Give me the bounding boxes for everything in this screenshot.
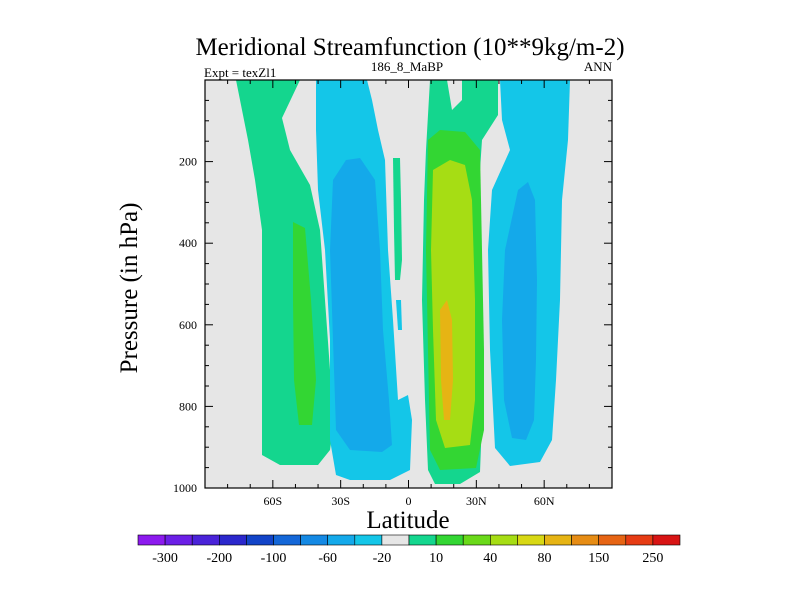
colorbar-swatch xyxy=(273,534,301,546)
colorbar-swatch xyxy=(598,534,627,546)
x-tick-label: 0 xyxy=(406,494,412,508)
contour-nh-ferrel-cell-core xyxy=(502,182,537,440)
colorbar-swatch xyxy=(300,534,329,546)
colorbar-swatch xyxy=(408,534,437,546)
colorbar-swatch xyxy=(191,534,220,546)
subtitle-center: 186_8_MaBP xyxy=(371,59,443,74)
colorbar-label: -200 xyxy=(206,551,232,566)
colorbar-label: 250 xyxy=(642,551,663,566)
x-tick-label: 60N xyxy=(534,494,555,508)
colorbar-label: 80 xyxy=(538,551,552,566)
colorbar-label: 10 xyxy=(429,551,443,566)
contour-field xyxy=(236,80,570,484)
colorbar-swatch xyxy=(354,534,383,546)
x-tick-label: 30N xyxy=(466,494,487,508)
y-tick-label: 200 xyxy=(179,155,197,169)
contour-eq-filament-2 xyxy=(396,300,402,330)
colorbar-swatch xyxy=(435,534,464,546)
contour-eq-filament xyxy=(393,158,402,280)
colorbar-swatch xyxy=(164,534,193,546)
chart-title: Meridional Streamfunction (10**9kg/m-2) xyxy=(195,34,624,61)
x-tick-label: 60S xyxy=(263,494,282,508)
colorbar-label: -300 xyxy=(152,551,178,566)
y-tick-label: 1000 xyxy=(173,481,197,495)
y-tick-label: 600 xyxy=(179,318,197,332)
subtitle-right: ANN xyxy=(584,59,613,74)
colorbar-label: -60 xyxy=(318,551,337,566)
subtitle-left: Expt = texZl1 xyxy=(204,65,276,80)
colorbar-label: -20 xyxy=(373,551,392,566)
colorbar-swatch xyxy=(381,534,410,546)
colorbar-swatch xyxy=(517,534,545,546)
x-tick-label: 30S xyxy=(331,494,350,508)
y-axis-ticks: 200 400 600 800 1000 xyxy=(173,99,612,495)
contour-sh-outer-cell-core xyxy=(293,222,316,425)
contour-nh-hadley-cell-core xyxy=(431,160,475,448)
contour-sh-hadley-cell-core xyxy=(330,158,392,452)
colorbar-swatch xyxy=(462,534,491,546)
y-tick-label: 800 xyxy=(179,399,197,413)
x-axis-ticks: 60S 30S 0 30N 60N xyxy=(204,80,613,508)
colorbar-swatch xyxy=(327,534,356,546)
colorbar-swatch xyxy=(571,534,599,546)
colorbar-swatch xyxy=(489,534,518,546)
colorbar-swatch xyxy=(544,534,572,546)
colorbar-swatch xyxy=(652,534,681,546)
colorbar-swatch xyxy=(219,534,247,546)
y-axis-label: Pressure (in hPa) xyxy=(116,203,143,374)
colorbar-swatch xyxy=(625,534,654,546)
colorbar-label: 40 xyxy=(483,551,497,566)
colorbar-swatch xyxy=(137,534,166,546)
colorbar-label: 150 xyxy=(588,551,609,566)
colorbar-label: -100 xyxy=(261,551,287,566)
colorbar-swatch xyxy=(246,534,274,546)
x-axis-label: Latitude xyxy=(366,507,449,534)
colorbar: -300 -200 -100 -60 -20 10 40 80 150 250 xyxy=(137,534,681,566)
contour-nh-hadley-cell-max xyxy=(440,300,453,420)
y-tick-label: 400 xyxy=(179,236,197,250)
